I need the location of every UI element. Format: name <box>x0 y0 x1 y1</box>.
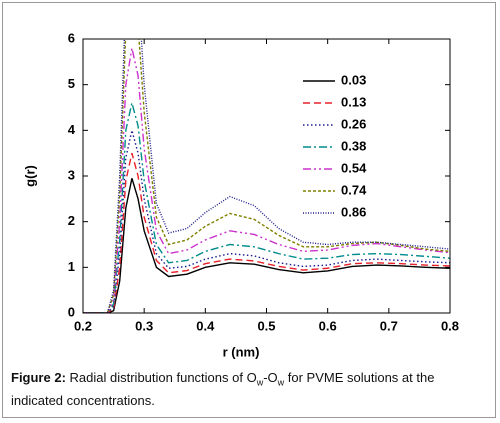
legend-label: 0.54 <box>341 160 367 175</box>
caption-label: Figure 2: <box>11 370 66 385</box>
legend-label: 0.86 <box>341 204 366 219</box>
x-tick-label: 0.8 <box>441 318 459 333</box>
chart: r (nm) g(r) 0.2 0.3 0.4 0.5 0.6 0.7 0.8 0 1 2 3 4 5 6… <box>22 30 459 359</box>
legend-label: 0.38 <box>341 138 366 153</box>
y-tick-label: 6 <box>68 30 75 45</box>
legend-label: 0.03 <box>341 72 366 87</box>
y-tick-label: 1 <box>68 259 75 274</box>
series-line <box>83 152 450 313</box>
y-tick-label: 4 <box>68 122 76 137</box>
x-tick-label: 0.4 <box>196 318 215 333</box>
x-tick-label: 0.5 <box>257 318 275 333</box>
caption-sub: w <box>256 377 264 388</box>
legend-label: 0.13 <box>341 94 366 109</box>
caption-text: Radial distribution functions of O <box>69 370 257 385</box>
y-tick-label: 3 <box>68 167 75 182</box>
plot-frame <box>82 38 451 314</box>
legend-label: 0.74 <box>341 182 367 197</box>
caption-text: -O <box>263 370 278 385</box>
series-line <box>83 39 450 313</box>
y-tick-label: 2 <box>68 213 75 228</box>
x-axis-label: r (nm) <box>223 344 260 359</box>
series-line <box>83 47 450 313</box>
series-line <box>83 130 450 313</box>
x-tick-label: 0.6 <box>319 318 337 333</box>
caption-text: for PVME solutions at the indicated conc… <box>11 370 435 408</box>
series-line <box>83 102 450 313</box>
y-axis-label: g(r) <box>22 165 37 187</box>
x-tick-label: 0.7 <box>380 318 398 333</box>
x-tick-label: 0.3 <box>135 318 153 333</box>
y-tick-label: 5 <box>68 76 75 91</box>
x-tick-label: 0.2 <box>74 318 92 333</box>
figure: r (nm) g(r) 0.2 0.3 0.4 0.5 0.6 0.7 0.8 0 1 2 3 4 5 6… <box>2 2 496 418</box>
y-tick-label: 0 <box>68 304 75 319</box>
legend-label: 0.26 <box>341 116 366 131</box>
caption: Figure 2: Radial distribution functions … <box>11 369 489 409</box>
caption-sub: w <box>277 377 285 388</box>
series-line <box>83 178 450 313</box>
